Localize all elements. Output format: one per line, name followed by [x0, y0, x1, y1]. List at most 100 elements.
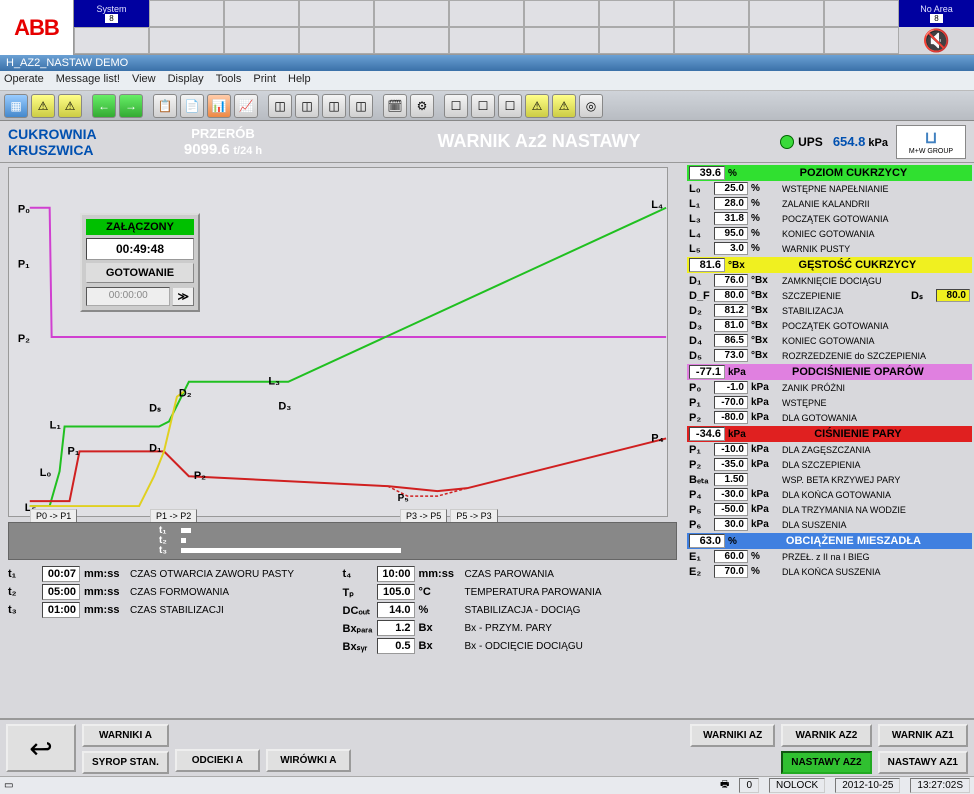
toolbar-btn[interactable]: ☐ [498, 94, 522, 118]
nav-btn-nastawy-az1[interactable]: NASTAWY AZ1 [878, 751, 968, 774]
toolbar-btn[interactable]: 🗓 [383, 94, 407, 118]
mwgroup-logo: ⊔ M+W GROUP [896, 125, 966, 159]
param-desc: TEMPERATURA PAROWANIA [465, 587, 602, 598]
side-row-val[interactable]: 95.0 [714, 227, 748, 240]
toolbar-btn-warn[interactable]: ⚠ [31, 94, 55, 118]
param-val[interactable]: 0.5 [377, 638, 415, 654]
side-row: L₃ 31.8 % POCZĄTEK GOTOWANIA [687, 211, 972, 226]
side-row-val[interactable]: -80.0 [714, 411, 748, 424]
toolbar-btn[interactable]: ◫ [295, 94, 319, 118]
side-row-val[interactable]: -35.0 [714, 458, 748, 471]
param-val[interactable]: 00:07 [42, 566, 80, 582]
side-row-val[interactable]: -30.0 [714, 488, 748, 501]
side-row-var: P₄ [689, 489, 711, 501]
toolbar-btn-grid[interactable]: ▦ [4, 94, 28, 118]
side-row-val[interactable]: 25.0 [714, 182, 748, 195]
top-cell [74, 27, 149, 54]
param-unit: mm:ss [84, 568, 126, 580]
side-row-unit: % [751, 551, 779, 562]
toolbar-btn[interactable]: ⚙ [410, 94, 434, 118]
phase-btn[interactable]: P3 -> P5 [400, 509, 447, 523]
menu-item[interactable]: Message list! [56, 73, 120, 88]
toolbar-btn[interactable]: 📄 [180, 94, 204, 118]
svg-text:L₁: L₁ [50, 420, 62, 432]
phase-btn[interactable]: P1 -> P2 [150, 509, 197, 523]
menu-item[interactable]: Print [253, 73, 276, 88]
side-row-val[interactable]: 28.0 [714, 197, 748, 210]
side-row-val[interactable]: 3.0 [714, 242, 748, 255]
phase-btn[interactable]: P0 -> P1 [30, 509, 77, 523]
side-row-var: P₂ [689, 412, 711, 424]
side-row-val[interactable]: -10.0 [714, 443, 748, 456]
side-header-val: 39.6 [689, 166, 725, 180]
side-row-extra-val[interactable]: 80.0 [936, 289, 970, 302]
toolbar-btn[interactable]: ⚠ [552, 94, 576, 118]
toolbar-btn[interactable]: ◫ [268, 94, 292, 118]
phase-buttons-3: P3 -> P5 P5 -> P3 [400, 509, 498, 523]
side-row-val[interactable]: 86.5 [714, 334, 748, 347]
side-row-val[interactable]: -70.0 [714, 396, 748, 409]
side-row-val[interactable]: -1.0 [714, 381, 748, 394]
toolbar-btn[interactable]: ◎ [579, 94, 603, 118]
side-row-unit: °Bx [751, 290, 779, 301]
side-row: P₂ -35.0 kPa DLA SZCZEPIENIA [687, 457, 972, 472]
menu-item[interactable]: Tools [216, 73, 242, 88]
toolbar-btn[interactable]: ☐ [471, 94, 495, 118]
side-row-val[interactable]: 73.0 [714, 349, 748, 362]
nav-btn-nastawy-az2[interactable]: NASTAWY AZ2 [781, 751, 871, 774]
toolbar-btn[interactable]: ◫ [349, 94, 373, 118]
param-val[interactable]: 10:00 [377, 566, 415, 582]
side-row-val[interactable]: 81.2 [714, 304, 748, 317]
side-row-val[interactable]: 1.50 [714, 473, 748, 486]
nav-btn-wirowki[interactable]: WIRÓWKI A [266, 749, 351, 772]
side-row-val[interactable]: 30.0 [714, 518, 748, 531]
side-row-val[interactable]: 81.0 [714, 319, 748, 332]
side-row-unit: kPa [751, 397, 779, 408]
toolbar-btn[interactable]: 📋 [153, 94, 177, 118]
param-val[interactable]: 14.0 [377, 602, 415, 618]
side-row-val[interactable]: -50.0 [714, 503, 748, 516]
toolbar-btn-back[interactable]: ← [92, 94, 116, 118]
nav-btn-warniki-az[interactable]: WARNIKI AZ [690, 724, 775, 747]
side-row-desc: KONIEC GOTOWANIA [782, 229, 970, 239]
side-row-desc: DLA GOTOWANIA [782, 413, 970, 423]
nav-btn-odcieki[interactable]: ODCIEKI A [175, 749, 260, 772]
side-row-val[interactable]: 76.0 [714, 274, 748, 287]
toolbar-btn-fwd[interactable]: → [119, 94, 143, 118]
toolbar-btn-warn2[interactable]: ⚠ [58, 94, 82, 118]
menu-item[interactable]: Help [288, 73, 311, 88]
side-row-val[interactable]: 60.0 [714, 550, 748, 563]
param-val[interactable]: 105.0 [377, 584, 415, 600]
side-row: L₅ 3.0 % WARNIK PUSTY [687, 241, 972, 256]
param-val[interactable]: 1.2 [377, 620, 415, 636]
menu-item[interactable]: Operate [4, 73, 44, 88]
nav-btn-warniki-a[interactable]: WARNIKI A [82, 724, 169, 747]
status-skip-button[interactable]: ≫ [172, 287, 194, 306]
nav-btn-syrop[interactable]: SYROP STAN. [82, 751, 169, 774]
toolbar-btn[interactable]: 📈 [234, 94, 258, 118]
nav-back-button[interactable]: ↩ [6, 724, 76, 772]
menu-item[interactable]: Display [168, 73, 204, 88]
phase-btn[interactable]: P5 -> P3 [450, 509, 497, 523]
side-row-val[interactable]: 31.8 [714, 212, 748, 225]
toolbar-btn[interactable]: ⚠ [525, 94, 549, 118]
sound-mute-icon[interactable]: 🔇 [899, 27, 974, 54]
param-val[interactable]: 01:00 [42, 602, 80, 618]
side-row-val[interactable]: 80.0 [714, 289, 748, 302]
nav-btn-warnik-az1[interactable]: WARNIK AZ1 [878, 724, 968, 747]
toolbar-btn[interactable]: ◫ [322, 94, 346, 118]
side-row-desc: WSP. BETA KRZYWEJ PARY [782, 475, 970, 485]
side-row-val[interactable]: 70.0 [714, 565, 748, 578]
side-row-unit: °Bx [751, 305, 779, 316]
toolbar-btn[interactable]: 📊 [207, 94, 231, 118]
status-panel: ZAŁĄCZONY 00:49:48 GOTOWANIE 00:00:00 ≫ [80, 213, 200, 312]
side-header-title: CIŚNIENIE PARY [746, 428, 970, 440]
toolbar-btn[interactable]: ☐ [444, 94, 468, 118]
side-row-var: P₆ [689, 519, 711, 531]
param-val[interactable]: 05:00 [42, 584, 80, 600]
menu-item[interactable]: View [132, 73, 156, 88]
side-row: E₁ 60.0 % PRZEŁ. z II na I BIEG [687, 549, 972, 564]
statusbar-zero: 0 [739, 778, 759, 793]
nav-btn-warnik-az2[interactable]: WARNIK AZ2 [781, 724, 871, 747]
status-mode-btn[interactable]: GOTOWANIE [86, 263, 194, 283]
